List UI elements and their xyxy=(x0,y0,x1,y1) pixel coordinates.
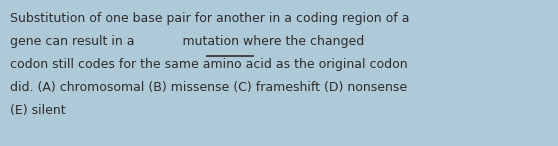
Text: codon still codes for the same amino acid as the original codon: codon still codes for the same amino aci… xyxy=(10,58,408,71)
Text: gene can result in a: gene can result in a xyxy=(10,35,138,48)
Text: gene can result in a: gene can result in a xyxy=(10,35,186,48)
Text: (E) silent: (E) silent xyxy=(10,104,66,117)
Text: gene can result in a            mutation where the changed: gene can result in a mutation where the … xyxy=(10,35,364,48)
Text: Substitution of one base pair for another in a coding region of a: Substitution of one base pair for anothe… xyxy=(10,12,410,25)
Text: did. (A) chromosomal (B) missense (C) frameshift (D) nonsense: did. (A) chromosomal (B) missense (C) fr… xyxy=(10,81,407,94)
